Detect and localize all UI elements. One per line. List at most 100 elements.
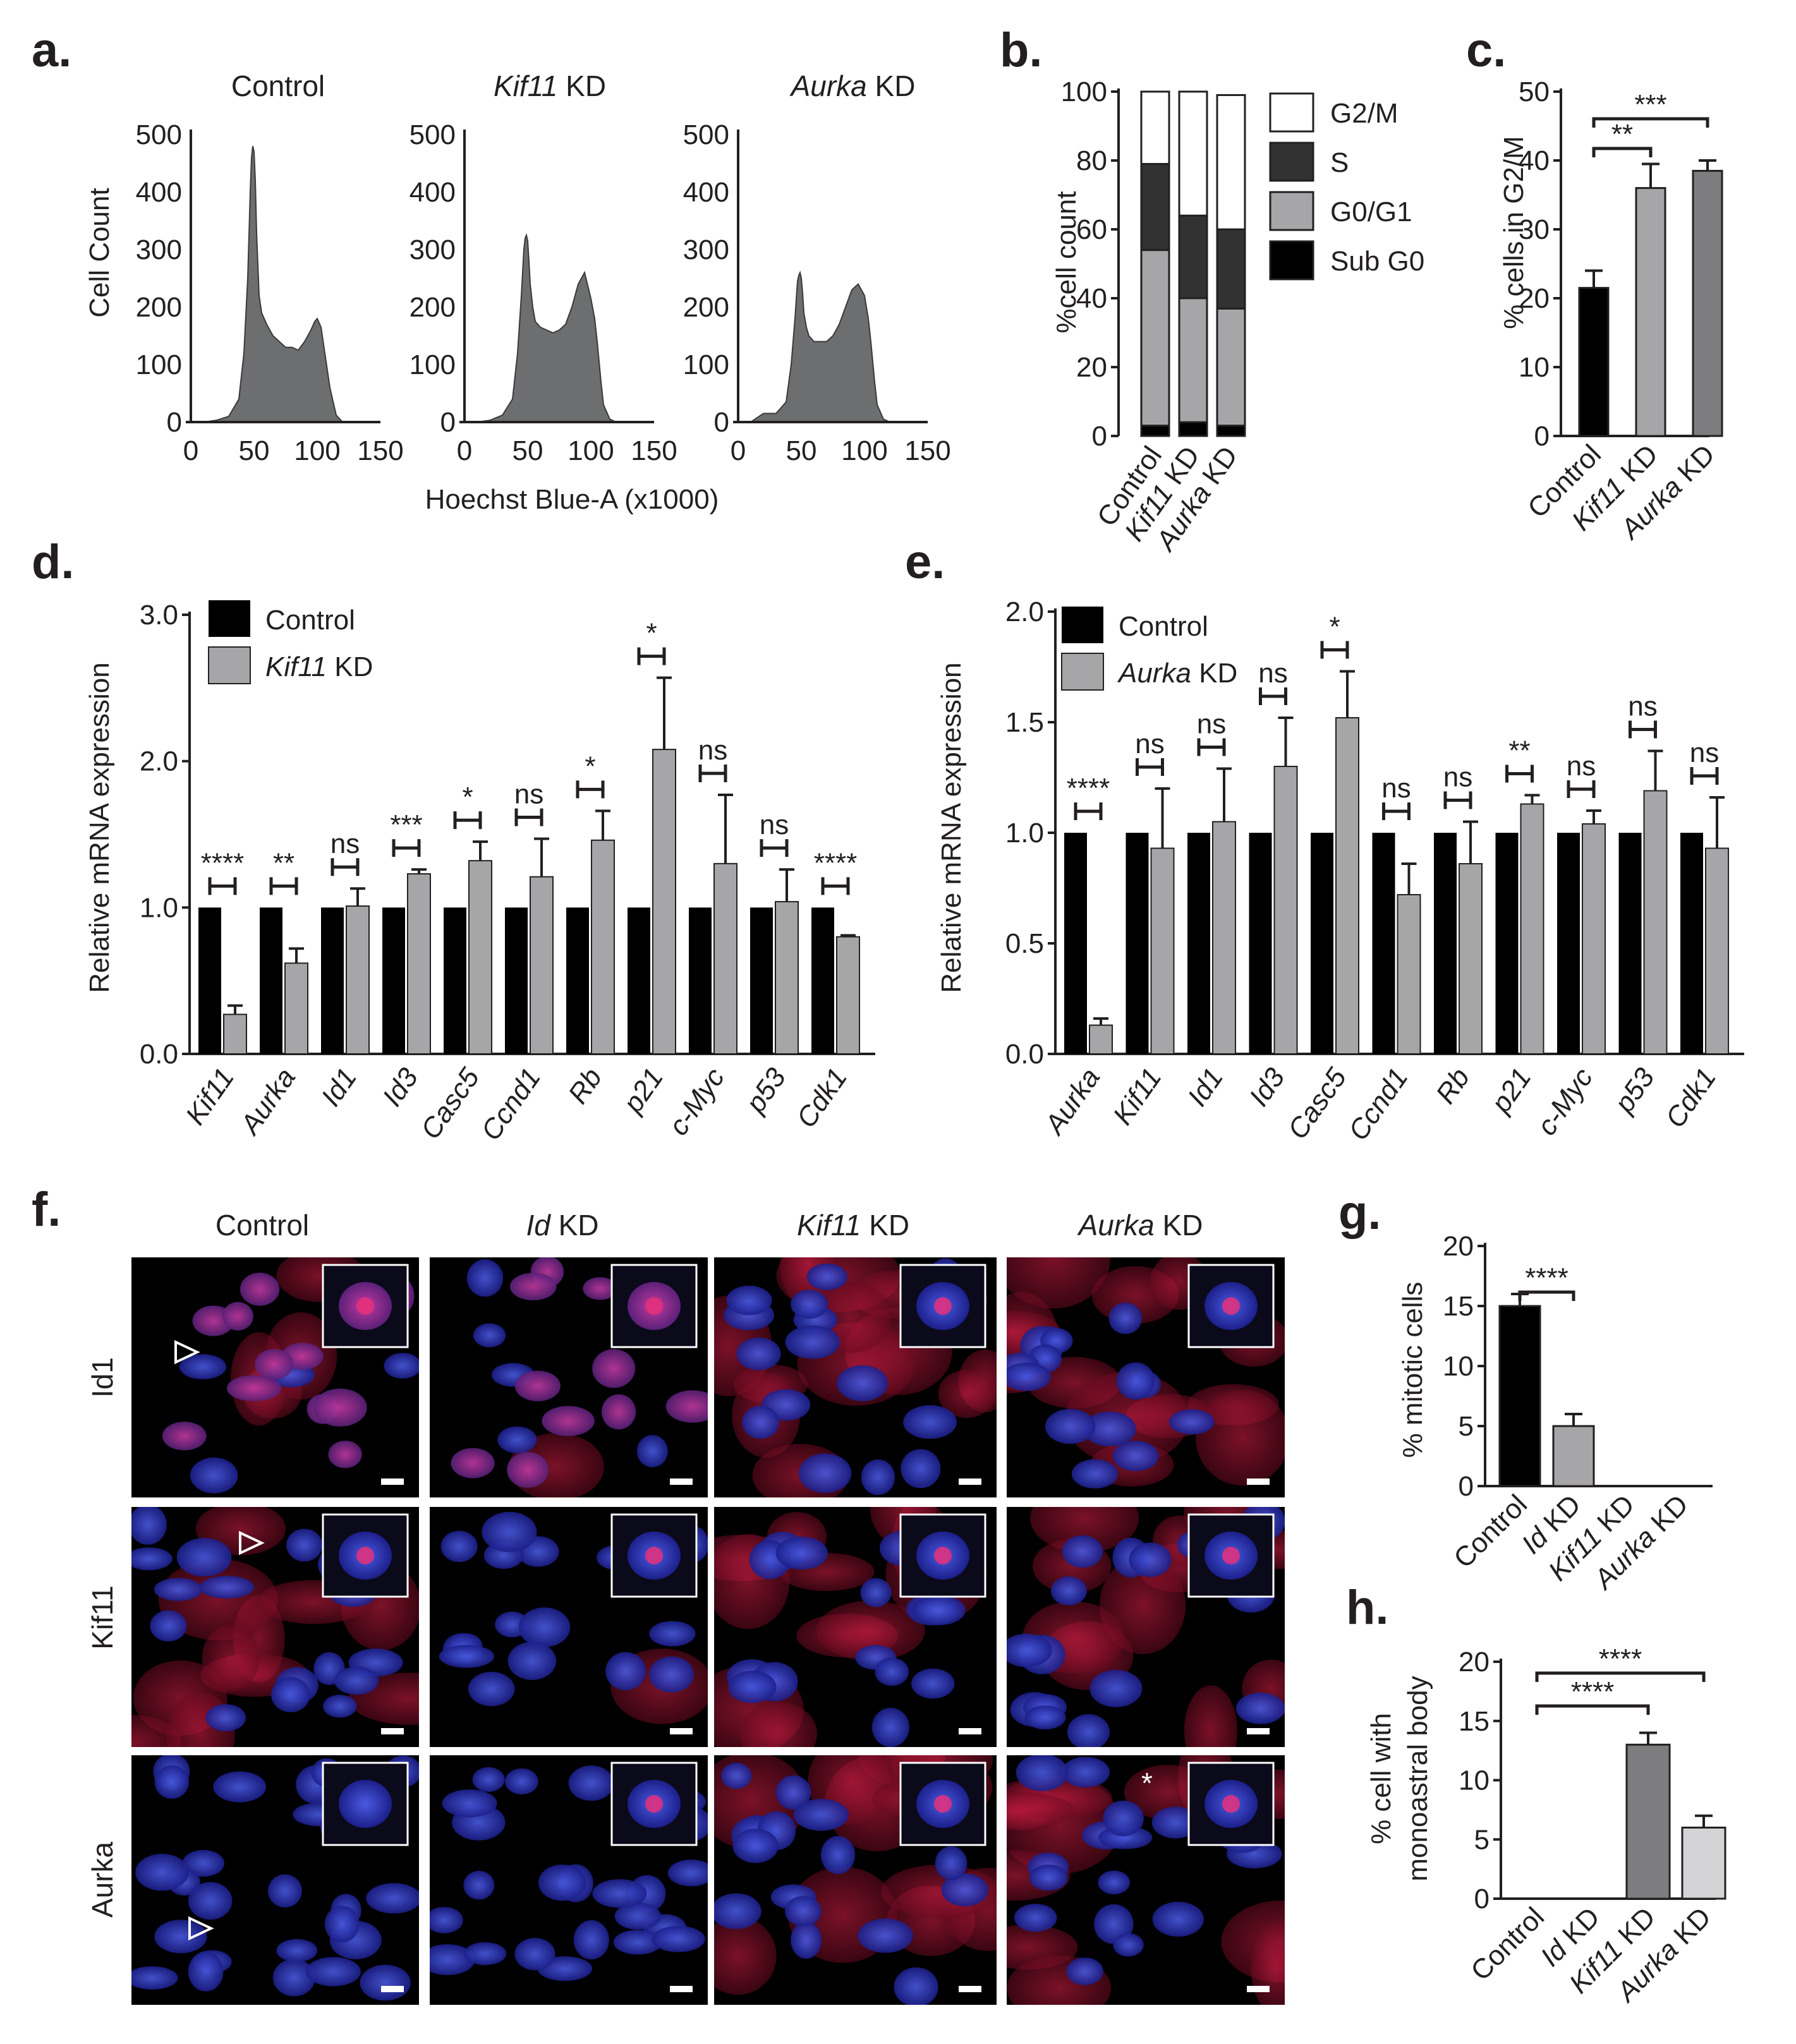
bar	[1552, 1425, 1595, 1487]
nucleus	[1113, 1933, 1144, 1957]
y-tick-label: 500	[136, 119, 182, 150]
microscopy-column-label: Kif11 KD	[797, 1209, 909, 1242]
nucleus	[665, 1390, 708, 1423]
y-tick-label: 15	[1459, 1706, 1490, 1737]
category-label: Id1	[1182, 1063, 1229, 1112]
stacked-segment	[1178, 214, 1208, 299]
y-tick-label: 5	[1474, 1824, 1490, 1855]
nucleus	[592, 1349, 636, 1388]
y-axis-label: % cells in G2/M	[1498, 136, 1529, 329]
control-bar	[689, 907, 712, 1054]
x-tick-label: 0	[183, 435, 198, 466]
category-label: Ccnd1	[475, 1063, 547, 1146]
nucleus	[328, 1441, 362, 1468]
nucleus	[182, 1849, 224, 1877]
nucleus	[1116, 1362, 1155, 1400]
microscopy-image	[714, 1755, 997, 2005]
nucleus	[605, 1652, 646, 1691]
significance-label: **	[273, 847, 294, 878]
microscopy-image	[131, 1755, 419, 2005]
y-tick-label: 80	[1076, 145, 1107, 176]
y-tick-label: 200	[136, 292, 182, 323]
x-tick-label: 50	[786, 435, 817, 466]
nucleus	[568, 1765, 614, 1801]
nucleus	[439, 1645, 494, 1668]
category-label: Rb	[1430, 1063, 1476, 1110]
bar	[1681, 1827, 1726, 1900]
significance-label: ****	[1599, 1643, 1642, 1674]
nucleus	[649, 1656, 695, 1693]
asterisk-marker: *	[1141, 1767, 1153, 1799]
control-bar	[444, 907, 466, 1054]
category-label: c-Myc	[663, 1063, 731, 1141]
y-tick-label: 20	[1519, 283, 1550, 314]
nucleus	[255, 1349, 294, 1380]
nucleus	[732, 1829, 779, 1863]
scale-bar	[381, 1479, 404, 1485]
histogram-title: Control	[231, 70, 325, 102]
nucleus	[514, 1370, 561, 1401]
inset-spindle	[934, 1547, 952, 1564]
x-tick-label: 150	[631, 435, 677, 466]
microscopy-image	[430, 1507, 708, 1747]
error-bar	[840, 934, 856, 937]
category-label: Ccnd1	[1343, 1063, 1414, 1146]
nucleus	[131, 1507, 167, 1545]
error-bar	[657, 676, 672, 750]
knockdown-bar	[530, 876, 554, 1055]
knockdown-bar	[468, 860, 492, 1055]
cytoplasm-stain	[739, 1702, 818, 1747]
category-label: Aurka	[233, 1063, 301, 1142]
panel-letter-f: f.	[32, 1183, 61, 1237]
nucleus	[903, 1405, 957, 1439]
nucleus	[911, 1595, 966, 1626]
nucleus	[542, 1406, 595, 1436]
stacked-segment	[1216, 425, 1246, 437]
scale-bar	[1247, 1986, 1270, 1992]
nucleus	[482, 1511, 537, 1552]
nucleus	[1007, 1362, 1052, 1391]
microscopy-image	[430, 1257, 708, 1497]
nucleus	[791, 1290, 828, 1319]
error-bar	[1155, 787, 1170, 849]
nucleus	[176, 1538, 232, 1577]
y-tick-label: 0.0	[1005, 1039, 1044, 1070]
nucleus	[509, 1273, 557, 1300]
nucleus	[154, 1765, 189, 1799]
nucleus	[131, 1966, 178, 1990]
legend-swatch	[208, 646, 251, 684]
category-label: Id1	[315, 1063, 363, 1112]
nucleus	[384, 1353, 419, 1379]
y-tick-label: 400	[136, 177, 182, 208]
y-tick-label: 0	[1459, 1471, 1474, 1502]
control-bar	[198, 907, 221, 1054]
nucleus	[583, 1277, 617, 1300]
category-label: Id3	[377, 1062, 425, 1112]
nucleus	[466, 1259, 504, 1297]
significance-bracket	[1567, 780, 1596, 798]
nucleus	[1045, 1408, 1096, 1444]
significance-label: ****	[201, 847, 245, 878]
inset-spindle	[1222, 1547, 1240, 1564]
panel-letter-g: g.	[1338, 1186, 1381, 1240]
panel-f-microscopy-grid: Control Id KD Kif11 KD Aurka KD Id1 Kif11 Aurk…	[86, 1209, 1285, 2005]
nucleus	[1083, 1412, 1136, 1446]
y-tick-label: 60	[1076, 214, 1107, 245]
nucleus	[785, 1325, 840, 1359]
category-label: p53	[739, 1062, 792, 1119]
nucleus	[736, 1337, 781, 1370]
nucleus	[366, 1883, 419, 1914]
significance-label: ns	[698, 735, 727, 766]
nucleus	[667, 1860, 708, 1887]
scale-bar	[1247, 1728, 1270, 1734]
panel-e-bar-chart: 0.0 0.5 1.0 1.5 2.0 **** Aurka ns Kif11 ns Id1 ns Id…	[936, 596, 1744, 1146]
y-axis-label: Cell Count	[84, 188, 115, 317]
nucleus	[861, 1459, 895, 1496]
x-tick-label: 50	[239, 435, 270, 466]
knockdown-bar	[1397, 894, 1421, 1055]
y-tick-label: 5	[1459, 1411, 1474, 1442]
microscopy-image	[131, 1507, 419, 1747]
